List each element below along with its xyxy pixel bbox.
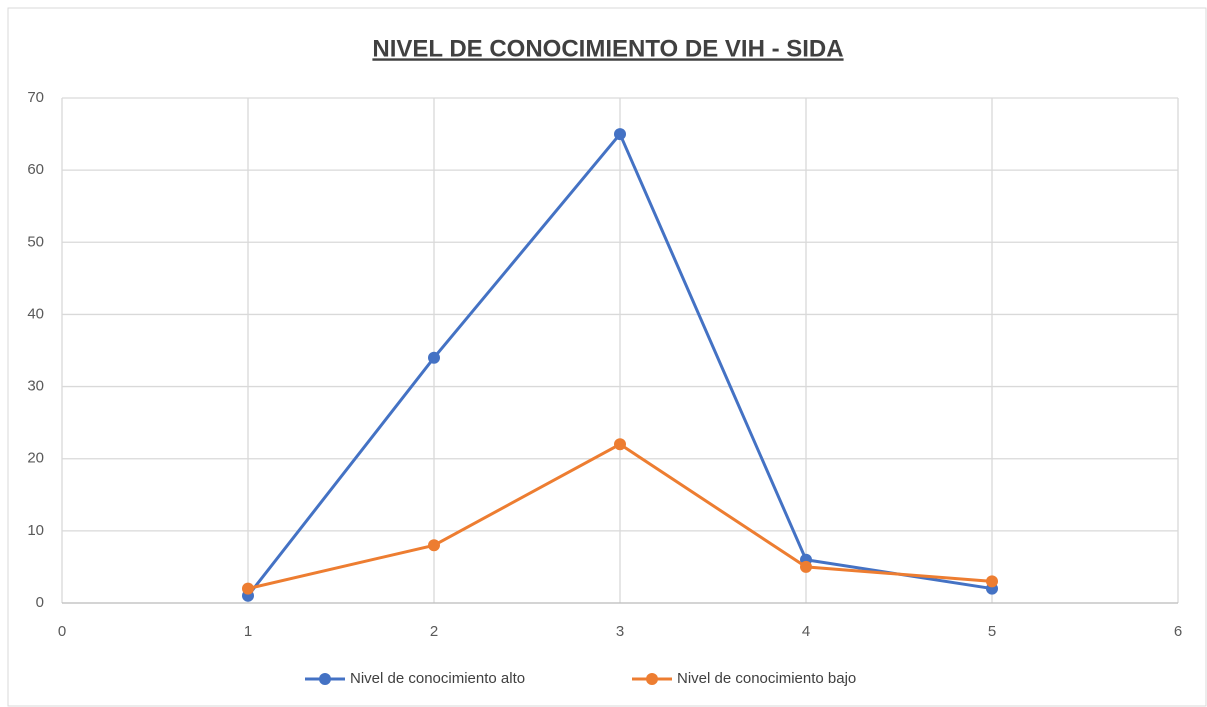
chart-frame (7, 7, 1207, 707)
y-tick-label: 30 (27, 378, 44, 395)
y-tick-label: 10 (27, 522, 44, 539)
x-tick-label: 1 (244, 623, 252, 640)
y-tick-label: 60 (27, 161, 44, 178)
data-point (800, 560, 812, 573)
y-tick-label: 20 (27, 450, 44, 467)
y-tick-label: 50 (27, 233, 44, 250)
data-point (614, 438, 626, 451)
y-tick-label: 0 (36, 594, 44, 611)
legend-label: Nivel de conocimiento bajo (677, 670, 856, 687)
legend-marker (646, 673, 658, 685)
data-point (428, 539, 440, 552)
x-tick-label: 5 (988, 623, 996, 640)
chart-title: NIVEL DE CONOCIMIENTO DE VIH - SIDA (372, 35, 843, 62)
legend-label: Nivel de conocimiento alto (350, 670, 525, 687)
data-point (242, 582, 254, 595)
x-tick-label: 2 (430, 623, 438, 640)
data-point (428, 351, 440, 364)
data-point (986, 575, 998, 588)
y-tick-label: 70 (27, 89, 44, 106)
legend-marker (319, 673, 331, 685)
y-tick-label: 40 (27, 305, 44, 322)
x-tick-label: 4 (802, 623, 810, 640)
x-tick-label: 6 (1174, 623, 1182, 640)
data-point (614, 128, 626, 141)
x-tick-label: 3 (616, 623, 624, 640)
x-tick-label: 0 (58, 623, 66, 640)
